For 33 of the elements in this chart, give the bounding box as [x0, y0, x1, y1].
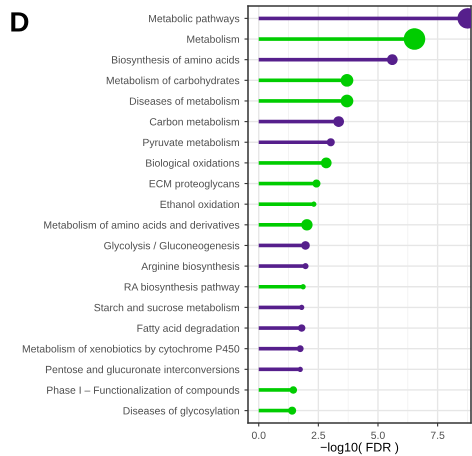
point: [288, 406, 296, 415]
y-tick-label: Metabolism of amino acids and derivatives: [44, 221, 240, 229]
y-tick-label: ECM proteoglycans: [150, 180, 240, 190]
y-tick-label: Metabolism of xenobiotics by cytochrome P450: [22, 344, 240, 355]
y-tick-label: Glycolysis / Gluconeogenesis: [104, 242, 240, 252]
y-tick-label: Biological oxidations: [146, 159, 240, 169]
y-tick-label: Diseases of metabolism: [130, 97, 239, 105]
y-tick-label: Arginine biosynthesis: [141, 262, 240, 272]
y-tick-label: Metabolism of carbohydrates: [106, 76, 240, 86]
y-tick-label: Ethanol oxidation: [160, 200, 239, 208]
y-tick-label: Metabolic pathways: [149, 14, 240, 24]
y-tick-label: Carbon metabolism: [150, 118, 239, 126]
y-tick-label: Fatty acid degradation: [137, 324, 239, 334]
x-tick-label: 0.0: [252, 432, 266, 439]
y-tick-label: Phase I – Functionalization of compounds: [47, 386, 240, 396]
x-axis-title: −log10( FDR ): [320, 442, 398, 454]
y-tick-label: Biosynthesis of amino acids: [112, 56, 240, 66]
y-tick-label: Pyruvate metabolism: [143, 138, 239, 148]
x-tick-label: 5.0: [371, 432, 385, 439]
point: [290, 386, 298, 394]
point: [296, 345, 304, 352]
y-tick-label: Diseases of glycosylation: [124, 406, 239, 417]
point: [326, 138, 335, 146]
y-tick-label: Pentose and glucuronate interconversions: [46, 366, 240, 376]
x-tick-label: 2.5: [312, 432, 326, 439]
point: [298, 324, 306, 332]
x-tick-label: 7.5: [430, 432, 444, 439]
y-tick-label: Starch and sucrose metabolism: [94, 304, 239, 312]
y-tick-label: RA biosynthesis pathway: [124, 282, 240, 293]
point: [312, 180, 320, 188]
text: D: [11, 12, 28, 32]
point: [301, 241, 310, 250]
y-tick-label: Metabolism: [187, 35, 239, 43]
